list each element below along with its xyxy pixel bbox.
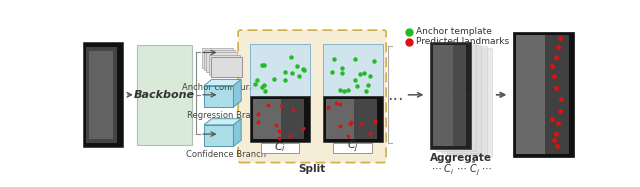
FancyBboxPatch shape: [209, 55, 239, 75]
FancyBboxPatch shape: [452, 48, 492, 156]
FancyBboxPatch shape: [516, 35, 569, 154]
FancyBboxPatch shape: [260, 142, 300, 153]
Text: Confidence Branch: Confidence Branch: [186, 150, 266, 159]
FancyBboxPatch shape: [323, 96, 383, 142]
Text: Anchor configuration: Anchor configuration: [182, 82, 271, 91]
Text: Anchor template: Anchor template: [417, 27, 492, 36]
Text: ...: ...: [454, 92, 458, 97]
Text: $C_i$: $C_i$: [274, 140, 286, 154]
Text: Backbone: Backbone: [134, 90, 195, 100]
FancyBboxPatch shape: [204, 86, 234, 107]
Polygon shape: [204, 119, 241, 125]
Text: Split: Split: [298, 164, 326, 174]
FancyBboxPatch shape: [206, 53, 237, 73]
Polygon shape: [204, 79, 241, 86]
FancyBboxPatch shape: [441, 45, 481, 153]
FancyBboxPatch shape: [333, 142, 372, 153]
FancyBboxPatch shape: [326, 99, 377, 139]
FancyBboxPatch shape: [238, 30, 386, 163]
FancyBboxPatch shape: [90, 51, 113, 140]
FancyBboxPatch shape: [253, 99, 304, 139]
FancyBboxPatch shape: [516, 35, 545, 154]
FancyBboxPatch shape: [250, 44, 310, 96]
FancyBboxPatch shape: [202, 48, 233, 68]
FancyBboxPatch shape: [513, 32, 573, 157]
FancyBboxPatch shape: [323, 44, 383, 96]
Polygon shape: [234, 79, 241, 107]
FancyBboxPatch shape: [204, 125, 234, 146]
Text: $C_j$: $C_j$: [347, 139, 359, 155]
FancyBboxPatch shape: [433, 45, 466, 146]
FancyBboxPatch shape: [430, 42, 470, 149]
FancyBboxPatch shape: [83, 42, 124, 147]
FancyBboxPatch shape: [433, 45, 452, 146]
FancyBboxPatch shape: [136, 45, 193, 145]
FancyBboxPatch shape: [250, 96, 310, 142]
Text: Aggregate: Aggregate: [430, 153, 492, 163]
Text: $\cdots\ \tilde{C}_i\ \cdots\ \tilde{C}_j\ \cdots$: $\cdots\ \tilde{C}_i\ \cdots\ \tilde{C}_…: [431, 160, 492, 178]
Polygon shape: [234, 119, 241, 146]
Text: Regression Branch: Regression Branch: [187, 111, 266, 120]
Text: ...: ...: [459, 92, 463, 97]
Text: ...: ...: [465, 92, 469, 97]
FancyBboxPatch shape: [211, 57, 242, 77]
Text: ...: ...: [387, 86, 404, 104]
FancyBboxPatch shape: [436, 43, 476, 151]
Text: Predicted landmarks: Predicted landmarks: [417, 37, 509, 46]
FancyBboxPatch shape: [447, 46, 487, 154]
FancyBboxPatch shape: [253, 99, 281, 139]
FancyBboxPatch shape: [86, 47, 117, 143]
FancyBboxPatch shape: [326, 99, 353, 139]
FancyBboxPatch shape: [204, 50, 235, 70]
